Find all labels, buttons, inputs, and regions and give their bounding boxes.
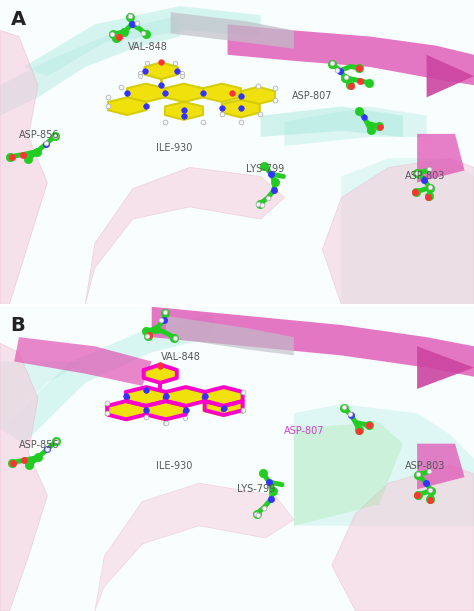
Polygon shape [24,6,261,76]
Polygon shape [145,62,178,79]
Text: ASP-803: ASP-803 [405,461,446,472]
Text: ASP-856: ASP-856 [19,440,59,450]
Polygon shape [146,401,185,420]
Text: ILE-930: ILE-930 [156,461,193,472]
Polygon shape [95,483,294,611]
Text: ASP-807: ASP-807 [284,426,325,436]
Polygon shape [165,387,204,406]
Polygon shape [152,307,474,377]
Text: ILE-930: ILE-930 [156,142,193,153]
Polygon shape [341,158,474,304]
Text: LYS-799: LYS-799 [237,485,275,494]
Text: VAL-848: VAL-848 [161,352,201,362]
Polygon shape [204,401,242,415]
Polygon shape [0,0,474,304]
Polygon shape [108,401,146,420]
Polygon shape [171,12,294,49]
Polygon shape [294,404,474,526]
Polygon shape [284,106,427,146]
Polygon shape [203,84,241,102]
Polygon shape [127,387,165,406]
Polygon shape [294,422,403,526]
Text: B: B [10,316,25,335]
Text: ASP-807: ASP-807 [292,91,332,101]
Polygon shape [165,84,203,102]
Polygon shape [85,167,284,304]
Polygon shape [145,366,176,383]
Polygon shape [427,55,474,97]
Polygon shape [0,313,213,444]
Polygon shape [322,158,474,304]
Polygon shape [228,24,474,85]
Polygon shape [166,316,294,356]
Text: ASP-803: ASP-803 [405,172,446,181]
Polygon shape [14,337,152,386]
Polygon shape [417,444,465,489]
Polygon shape [204,387,242,406]
Polygon shape [0,307,474,611]
Polygon shape [165,102,203,120]
Polygon shape [417,346,474,389]
Polygon shape [241,87,275,104]
Polygon shape [0,362,85,428]
Polygon shape [0,31,47,304]
Text: LYS-799: LYS-799 [246,164,285,174]
Text: A: A [10,10,26,29]
Text: VAL-848: VAL-848 [128,42,168,52]
Polygon shape [0,15,180,115]
Polygon shape [0,343,47,611]
Polygon shape [261,106,403,137]
Polygon shape [222,100,260,117]
Polygon shape [108,97,146,115]
Text: ASP-856: ASP-856 [19,130,59,141]
Polygon shape [127,84,165,102]
Polygon shape [417,134,465,183]
Polygon shape [332,465,474,611]
